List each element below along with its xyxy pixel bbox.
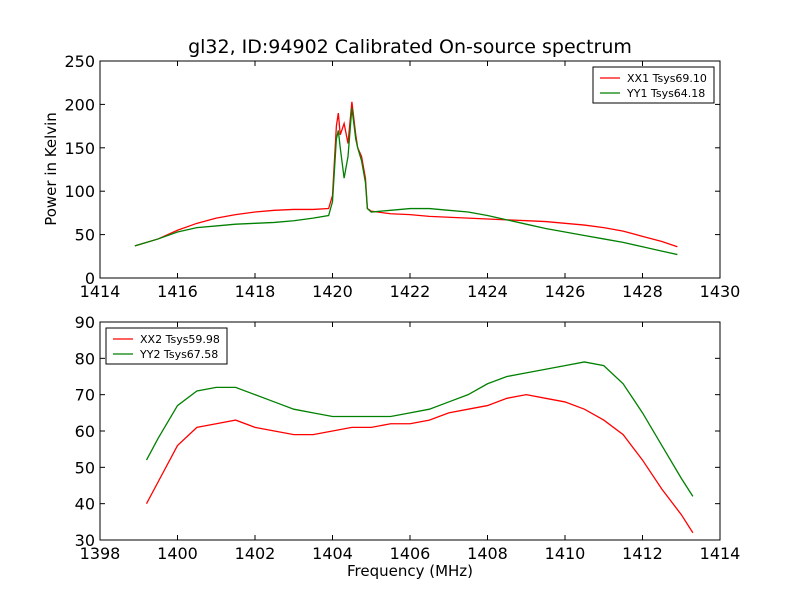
- bottom-legend-entry-0: XX2 Tsys59.98: [140, 333, 220, 346]
- top-chart-y-axis-label: Power in Kelvin: [42, 112, 60, 226]
- bottom-y-tick-label: 30: [75, 531, 95, 550]
- top-legend-entry-1: YY1 Tsys64.18: [626, 87, 705, 100]
- top-x-tick-label: 1416: [157, 282, 198, 301]
- bottom-legend-box: [105, 327, 228, 365]
- bottom-x-tick-label: 1398: [80, 544, 121, 563]
- top-series-line-1: [134, 107, 678, 256]
- top-legend-box: [592, 66, 715, 104]
- top-y-tick-label: 0: [85, 269, 95, 288]
- top-legend-entry-0: XX1 Tsys69.10: [627, 72, 707, 85]
- bottom-x-tick-label: 1406: [390, 544, 431, 563]
- top-x-tick-label: 1426: [545, 282, 586, 301]
- bottom-chart-legend: XX2 Tsys59.98 YY2 Tsys67.58: [105, 327, 228, 365]
- top-y-tick-label: 50: [75, 226, 95, 245]
- bottom-x-tick-label: 1412: [622, 544, 663, 563]
- bottom-x-tick-label: 1410: [545, 544, 586, 563]
- bottom-x-tick-label: 1402: [235, 544, 276, 563]
- bottom-x-tick-label: 1404: [312, 544, 353, 563]
- bottom-x-tick-label: 1400: [157, 544, 198, 563]
- bottom-y-tick-label: 50: [75, 458, 95, 477]
- bottom-y-tick-label: 80: [75, 349, 95, 368]
- top-x-tick-label: 1428: [622, 282, 663, 301]
- top-x-tick-label: 1422: [390, 282, 431, 301]
- top-chart-title: gl32, ID:94902 Calibrated On-source spec…: [188, 36, 632, 58]
- bottom-series-line-1: [145, 361, 694, 497]
- top-y-tick-label: 100: [64, 182, 95, 201]
- top-y-tick-label: 250: [64, 52, 95, 71]
- bottom-y-tick-label: 40: [75, 495, 95, 514]
- top-x-tick-label: 1430: [700, 282, 741, 301]
- bottom-chart: 1398 1400 1402 1404 1406 1408 1410 1412 1414 30 40…: [75, 313, 741, 563]
- bottom-chart-x-axis-label: Frequency (MHz): [347, 562, 473, 580]
- top-x-tick-label: 1418: [235, 282, 276, 301]
- bottom-x-tick-label: 1414: [700, 544, 741, 563]
- bottom-x-tick-label: 1408: [467, 544, 508, 563]
- top-y-tick-label: 200: [64, 95, 95, 114]
- top-x-tick-label: 1414: [80, 282, 121, 301]
- top-x-tick-label: 1420: [312, 282, 353, 301]
- bottom-y-tick-label: 60: [75, 422, 95, 441]
- top-chart-legend: XX1 Tsys69.10 YY1 Tsys64.18: [592, 66, 715, 104]
- bottom-y-tick-label: 90: [75, 313, 95, 332]
- top-x-tick-label: 1424: [467, 282, 508, 301]
- top-y-tick-label: 150: [64, 139, 95, 158]
- top-chart: 1414 1416 1418 1420 1422 1424 1426 1428 1430 0 50 1…: [64, 52, 740, 301]
- bottom-series-line-0: [145, 394, 694, 534]
- bottom-y-tick-label: 70: [75, 386, 95, 405]
- bottom-legend-entry-1: YY2 Tsys67.58: [139, 348, 218, 361]
